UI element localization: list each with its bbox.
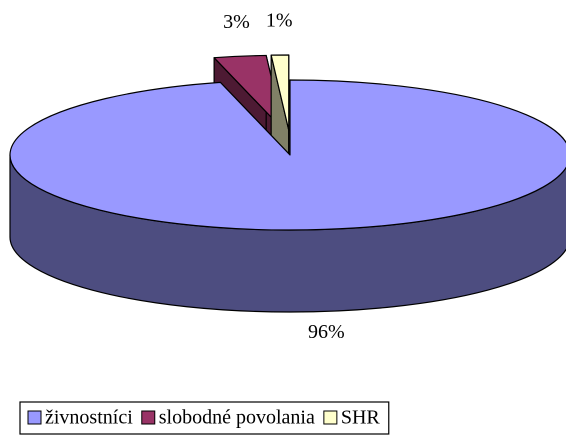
data-label: 96% [308, 321, 345, 343]
slice-top [213, 54, 285, 131]
legend-label: slobodné povolania [159, 407, 315, 429]
data-label: 3% [223, 11, 250, 33]
legend-label: SHR [341, 407, 381, 429]
slice-top [270, 54, 290, 131]
legend-swatch [27, 410, 42, 425]
legend-swatch [141, 410, 156, 425]
slice-top [9, 79, 566, 231]
legend-label: živnostníci [45, 407, 133, 429]
legend: živnostníci slobodné povolania SHR [19, 401, 390, 435]
legend-swatch [323, 410, 338, 425]
pie-slice [9, 79, 566, 313]
data-label: 1% [266, 10, 293, 32]
